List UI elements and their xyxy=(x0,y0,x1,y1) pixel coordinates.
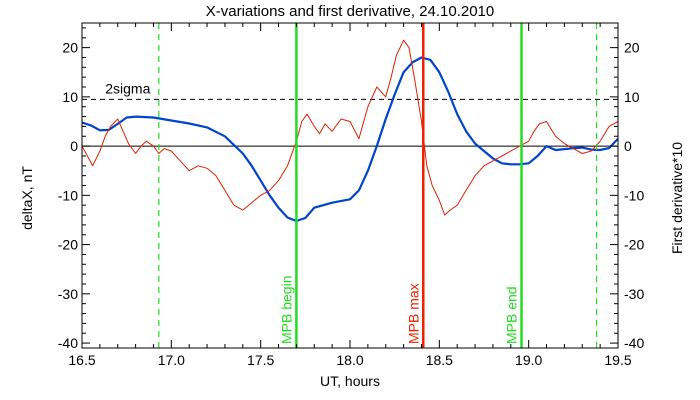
y-axis-label-left: deltaX, nT xyxy=(19,166,35,230)
vertical-marker-label-0: MPB begin xyxy=(278,276,294,344)
y-tick-label-right: 0 xyxy=(624,138,632,154)
x-tick-label: 17.5 xyxy=(247,352,274,368)
y-axis-right: -40 -30 -20 -10 0 10 20 xyxy=(610,27,644,351)
y-tick-label-left: -40 xyxy=(58,335,78,351)
x-axis-label: UT, hours xyxy=(320,373,380,389)
y-tick-label-left: -10 xyxy=(58,187,78,203)
y-axis-left: -40 -30 -20 -10 0 10 20 xyxy=(58,27,90,351)
series-line-derivative xyxy=(82,39,618,216)
y-tick-label-right: 20 xyxy=(624,40,640,56)
sigma-label: 2sigma xyxy=(105,80,150,96)
y-tick-label-right: -30 xyxy=(624,286,644,302)
x-axis: 16.5 17.0 17.5 18.0 18.5 19.0 19.5 xyxy=(68,23,632,368)
series-line-deltaX xyxy=(82,56,618,223)
y-axis-label-right: First derivative*10 xyxy=(669,142,685,254)
vertical-marker-label-2: MPB end xyxy=(504,286,520,344)
x-tick-label: 19.5 xyxy=(604,352,631,368)
plot-area: 2sigma MPB begin MPB max MPB end xyxy=(82,23,618,348)
x-tick-label: 16.5 xyxy=(68,352,95,368)
x-tick-label: 18.0 xyxy=(336,352,363,368)
y-tick-label-right: -10 xyxy=(624,187,644,203)
y-tick-label-left: -20 xyxy=(58,237,78,253)
y-tick-label-right: -40 xyxy=(624,335,644,351)
chart-title: X-variations and first derivative, 24.10… xyxy=(206,3,495,20)
x-tick-label: 17.0 xyxy=(158,352,185,368)
y-tick-label-left: 10 xyxy=(62,89,78,105)
x-tick-label: 18.5 xyxy=(426,352,453,368)
y-tick-label-right: -20 xyxy=(624,237,644,253)
y-tick-label-left: 0 xyxy=(70,138,78,154)
vertical-marker-label-1: MPB max xyxy=(405,283,421,344)
y-tick-label-right: 10 xyxy=(624,89,640,105)
y-tick-label-left: -30 xyxy=(58,286,78,302)
y-tick-label-left: 20 xyxy=(62,40,78,56)
x-tick-label: 19.0 xyxy=(515,352,542,368)
